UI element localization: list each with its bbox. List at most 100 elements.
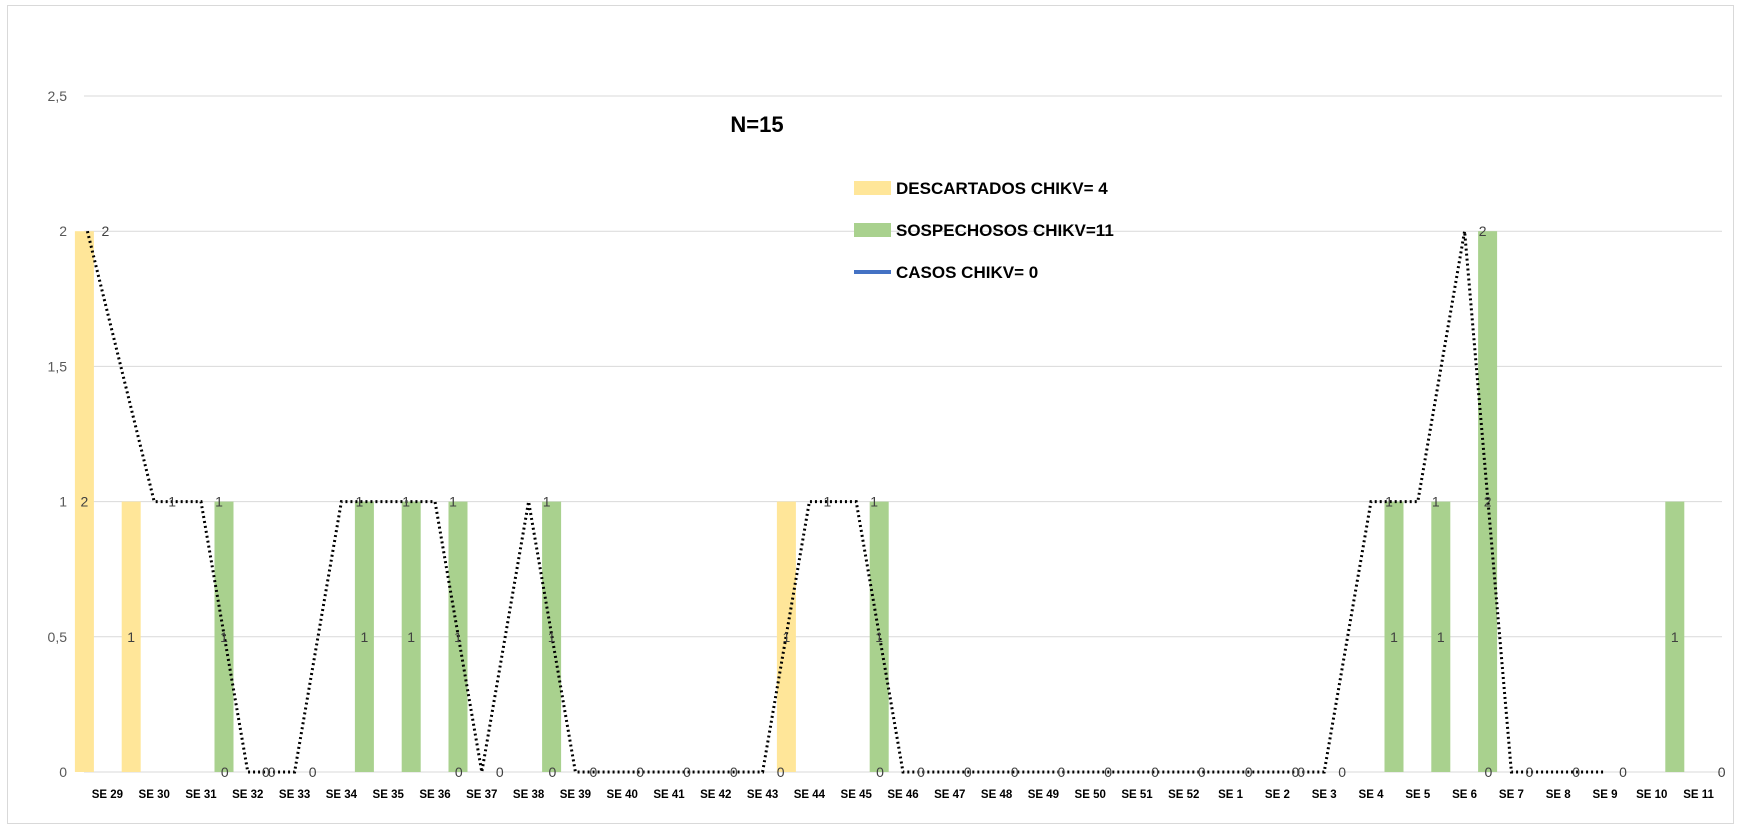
line-data-label: 1	[870, 494, 878, 510]
data-label: 0	[221, 764, 229, 780]
line-data-label: 0	[1058, 764, 1066, 780]
data-label: 1	[127, 629, 135, 645]
x-tick-label: SE 35	[373, 789, 405, 801]
data-label: 0	[268, 764, 276, 780]
line-data-label: 0	[636, 764, 644, 780]
x-tick-label: SE 43	[747, 789, 778, 801]
bar	[1431, 501, 1451, 772]
bar	[354, 501, 374, 772]
x-tick-label: SE 10	[1636, 789, 1667, 801]
data-label: 2	[81, 494, 89, 510]
line-data-label: 1	[168, 494, 176, 510]
x-tick-label: SE 42	[700, 789, 731, 801]
x-tick-label: SE 2	[1265, 789, 1290, 801]
x-tick-label: SE 38	[513, 789, 545, 801]
y-tick-label: 1,5	[48, 358, 68, 374]
line-data-label: 0	[683, 764, 691, 780]
line-data-label: 0	[1151, 764, 1159, 780]
line-data-label: 0	[1198, 764, 1206, 780]
legend-label: SOSPECHOSOS CHIKV=11	[896, 221, 1114, 240]
line-data-label: 0	[590, 764, 598, 780]
line-data-label: 1	[1432, 494, 1440, 510]
line-data-label: 0	[1292, 764, 1300, 780]
legend-label: DESCARTADOS CHIKV= 4	[896, 179, 1108, 198]
x-tick-label: SE 36	[419, 789, 450, 801]
x-tick-label: SE 32	[232, 789, 263, 801]
line-data-label: 0	[964, 764, 972, 780]
line-data-label: 1	[543, 494, 551, 510]
line-data-label: 2	[102, 223, 110, 239]
line-data-label: 0	[1011, 764, 1019, 780]
line-data-label: 0	[1338, 764, 1346, 780]
x-tick-label: SE 4	[1359, 789, 1385, 801]
line-data-label: 0	[496, 764, 504, 780]
data-label: 1	[220, 629, 228, 645]
x-tick-label: SE 8	[1546, 789, 1572, 801]
line-data-label: 1	[1385, 494, 1393, 510]
x-tick-label: SE 7	[1499, 789, 1524, 801]
bar	[869, 501, 889, 772]
data-label: 1	[875, 629, 883, 645]
bar	[1384, 501, 1404, 772]
legend: DESCARTADOS CHIKV= 4 SOSPECHOSOS CHIKV=11…	[854, 179, 1114, 282]
line-data-label: 0	[1619, 764, 1627, 780]
x-tick-label: SE 30	[139, 789, 170, 801]
line-data-label: 0	[1526, 764, 1534, 780]
data-label: 1	[1437, 629, 1445, 645]
data-label: 1	[548, 629, 556, 645]
y-tick-label: 0,5	[48, 629, 68, 645]
x-tick-label: SE 50	[1075, 789, 1106, 801]
line-data-label: 1	[824, 494, 832, 510]
x-tick-label: SE 47	[934, 789, 965, 801]
y-axis-tick-labels: 0 0,5 1 1,5 2 2,5	[48, 88, 68, 780]
line-data-label: 1	[402, 494, 410, 510]
bar	[776, 501, 796, 772]
x-tick-label: SE 40	[607, 789, 638, 801]
line-data-label: 0	[917, 764, 925, 780]
data-label: 1	[407, 629, 415, 645]
x-axis-tick-labels: SE 29 SE 30 SE 31 SE 32 SE 33 SE 34 SE 35 SE 36…	[92, 789, 1715, 801]
x-tick-label: SE 3	[1312, 789, 1337, 801]
line-data-label: 0	[1104, 764, 1112, 780]
data-label: 1	[1390, 629, 1398, 645]
x-tick-label: SE 48	[981, 789, 1013, 801]
x-tick-label: SE 29	[92, 789, 123, 801]
data-labels: 2 1 0 0 0 0 1 0 0 0 1 1 1 1 1 1 1 1 2 1 0 2 1 1 0 0 1 1 1 0 1 0 0 0 0 0 1 1 0 0…	[81, 223, 1726, 780]
bar	[121, 501, 141, 772]
bar	[214, 501, 234, 772]
line-data-label: 0	[730, 764, 738, 780]
bar	[401, 501, 421, 772]
line-data-label: 0	[1572, 764, 1580, 780]
x-tick-label: SE 6	[1452, 789, 1477, 801]
series-lines	[85, 230, 1605, 774]
x-tick-label: SE 37	[466, 789, 497, 801]
data-label: 0	[1718, 764, 1726, 780]
data-label: 1	[454, 629, 462, 645]
line-data-label: 1	[449, 494, 457, 510]
line-data-label: 2	[1479, 223, 1487, 239]
bar	[1665, 501, 1685, 772]
trend-line	[85, 230, 1605, 774]
y-tick-label: 1	[59, 494, 67, 510]
x-tick-label: SE 41	[653, 789, 685, 801]
x-tick-label: SE 46	[887, 789, 918, 801]
line-data-label: 0	[1245, 764, 1253, 780]
data-label: 2	[1484, 494, 1492, 510]
chart-annotation: N=15	[730, 112, 783, 137]
y-tick-label: 2	[59, 223, 67, 239]
data-label: 0	[549, 764, 557, 780]
x-tick-label: SE 1	[1218, 789, 1244, 801]
y-tick-label: 0	[59, 764, 67, 780]
line-data-label: 0	[309, 764, 317, 780]
y-tick-label: 2,5	[48, 88, 68, 104]
line-data-label: 1	[356, 494, 364, 510]
data-label: 1	[361, 629, 369, 645]
x-tick-label: SE 39	[560, 789, 591, 801]
x-tick-label: SE 31	[185, 789, 217, 801]
bar	[1478, 231, 1498, 772]
x-tick-label: SE 34	[326, 789, 358, 801]
legend-label: CASOS CHIKV= 0	[896, 263, 1038, 282]
legend-swatch	[854, 223, 891, 237]
x-tick-label: SE 44	[794, 789, 826, 801]
